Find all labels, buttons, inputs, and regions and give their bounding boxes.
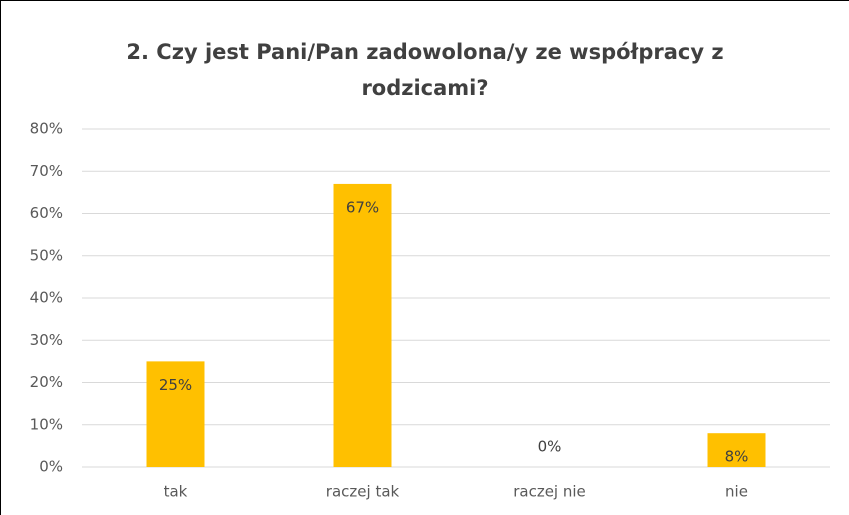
data-label: 67% [346, 198, 379, 216]
y-tick-label: 30% [30, 331, 63, 349]
bar [707, 433, 766, 467]
x-tick-label: raczej nie [513, 483, 586, 501]
data-label: 25% [159, 376, 192, 394]
y-tick-label: 40% [30, 289, 63, 307]
bar [146, 361, 205, 467]
x-tick-label: raczej tak [326, 483, 400, 501]
y-tick-label: 20% [30, 373, 63, 391]
x-tick-label: tak [164, 483, 188, 501]
y-tick-label: 10% [30, 415, 63, 433]
data-label: 0% [538, 438, 562, 456]
chart-title: 2. Czy jest Pani/Pan zadowolona/y ze wsp… [126, 40, 724, 100]
y-tick-label: 50% [30, 246, 63, 264]
bar [333, 183, 392, 468]
x-tick-label: nie [725, 483, 748, 501]
y-tick-label: 70% [30, 162, 63, 180]
y-tick-label: 80% [30, 120, 63, 138]
data-label: 8% [725, 448, 749, 466]
y-tick-label: 60% [30, 204, 63, 222]
y-tick-label: 0% [39, 458, 63, 476]
